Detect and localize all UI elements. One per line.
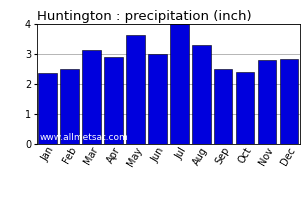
Bar	[126, 34, 145, 144]
Text: Huntington : precipitation (inch): Huntington : precipitation (inch)	[37, 10, 251, 23]
Bar	[214, 69, 233, 144]
Bar	[82, 50, 101, 144]
Bar	[170, 24, 188, 144]
Bar	[192, 45, 211, 144]
Bar	[148, 54, 167, 144]
Text: www.allmetsat.com: www.allmetsat.com	[39, 133, 128, 142]
Bar	[104, 57, 123, 144]
Bar	[258, 60, 276, 144]
Bar	[280, 58, 298, 144]
Bar	[38, 73, 57, 144]
Bar	[236, 72, 254, 144]
Bar	[60, 69, 79, 144]
